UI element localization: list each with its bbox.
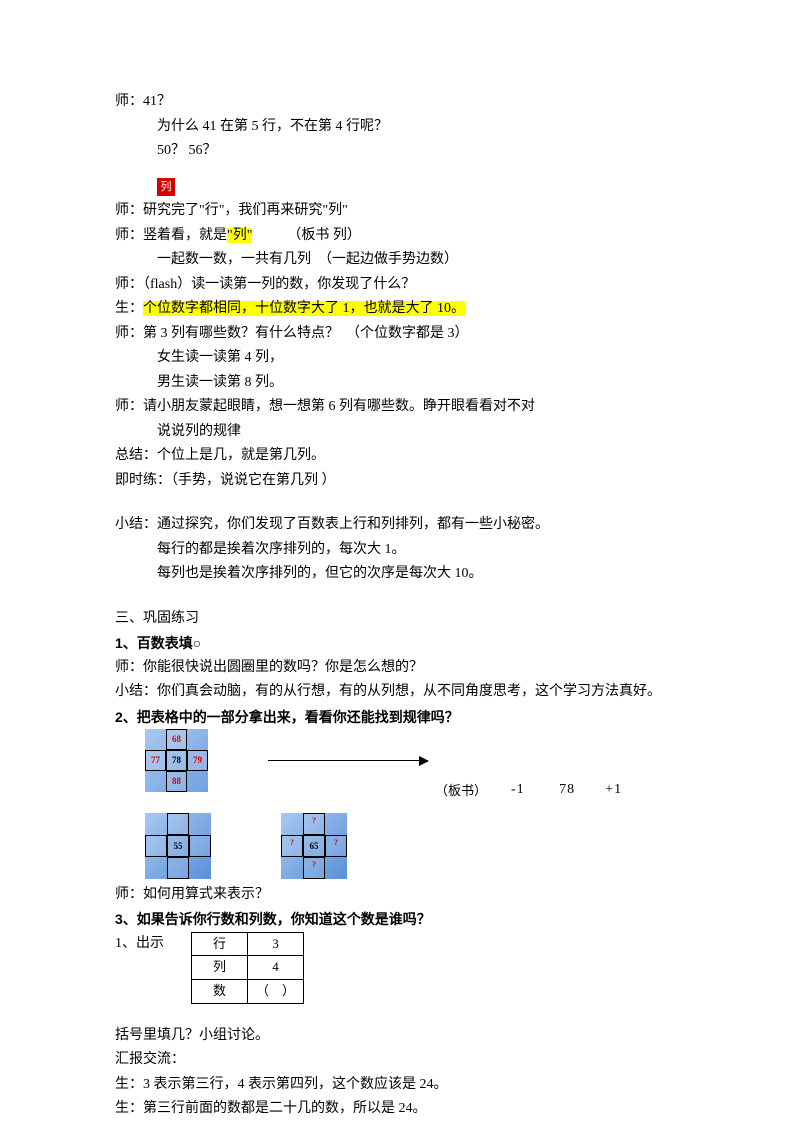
- text: （板书 列）: [252, 228, 361, 243]
- cell-center: 65: [303, 835, 325, 857]
- dialogue-line: 小结：你们真会动脑，有的从行想，有的从列想，从不同角度思考，这个学习方法真好。: [115, 680, 678, 705]
- text: 师：竖着看，就是: [115, 228, 227, 243]
- cell: 数: [192, 980, 248, 1004]
- cell-bottom: ?: [303, 857, 325, 879]
- cell-bottom: [167, 857, 189, 879]
- question-heading: 1、百数表填○: [115, 631, 678, 656]
- dialogue-line: 生：3 表示第三行，4 表示第四列，这个数应该是 24。: [115, 1073, 678, 1098]
- board-values: -1 78 +1: [511, 778, 622, 803]
- label: 1、出示: [115, 932, 187, 957]
- dialogue-line: 女生读一读第 4 列，: [115, 346, 678, 371]
- summary-line: 每列也是挨着次序排列的，但它的次序是每次大 10。: [115, 562, 678, 587]
- dialogue-line: 即时练：（手势，说说它在第几列 ）: [115, 469, 678, 494]
- dialogue-line: 一起数一数，一共有几列 （一起边做手势边数）: [115, 248, 678, 273]
- dialogue-line: 师：竖着看，就是"列" （板书 列）: [115, 224, 678, 249]
- section-heading: 三、巩固练习: [115, 607, 678, 632]
- dialogue-line: 50？ 56？: [115, 139, 678, 164]
- dialogue-line: 师：（flash）读一读第一列的数，你发现了什么？: [115, 273, 678, 298]
- table-row-wrap: 1、出示 行3 列4 数（ ）: [115, 932, 678, 1004]
- dialogue-line: 师：研究完了"行"，我们再来研究"列": [115, 199, 678, 224]
- dialogue-line: 为什么 41 在第 5 行，不在第 4 行呢？: [115, 115, 678, 140]
- highlight: 个位数字都相同，十位数字大了 1，也就是大了 10。: [143, 301, 465, 316]
- cell-right: ?: [325, 835, 347, 857]
- dialogue-line: 师：请小朋友蒙起眼睛，想一想第 6 列有哪些数。睁开眼看看对不对: [115, 395, 678, 420]
- row-col-table: 行3 列4 数（ ）: [191, 932, 304, 1004]
- arrow-icon: [268, 760, 428, 762]
- cell-center: 55: [167, 835, 189, 857]
- dialogue-line: 汇报交流：: [115, 1048, 678, 1073]
- cell: 列: [192, 956, 248, 980]
- cell: 3: [248, 932, 304, 956]
- question-heading: 3、如果告诉你行数和列数，你知道这个数是谁吗？: [115, 907, 678, 932]
- cross-figure-1: 68 77 78 79 88: [145, 729, 208, 792]
- cell-right: 79: [187, 750, 208, 771]
- cell-top: [167, 813, 189, 835]
- dialogue-line: 生：第三行前面的数都是二十几的数，所以是 24。: [115, 1097, 678, 1122]
- question-heading: 2、把表格中的一部分拿出来，看看你还能找到规律吗？: [115, 705, 678, 730]
- cell-right: [189, 835, 211, 857]
- dialogue-line: 师：你能很快说出圆圈里的数吗？你是怎么想的？: [115, 656, 678, 681]
- cell-left: [145, 835, 167, 857]
- summary-line: 每行的都是挨着次序排列的，每次大 1。: [115, 538, 678, 563]
- highlight: "列": [227, 228, 252, 243]
- cell-center: 78: [166, 750, 187, 771]
- text: 生：: [115, 301, 143, 316]
- cell: （ ）: [248, 980, 304, 1004]
- marker-box: 列: [157, 178, 175, 196]
- cell: 行: [192, 932, 248, 956]
- dialogue-line: 生：个位数字都相同，十位数字大了 1，也就是大了 10。: [115, 297, 678, 322]
- dialogue-line: 师：第 3 列有哪些数？有什么特点？ （个位数字都是 3）: [115, 322, 678, 347]
- dialogue-line: 男生读一读第 8 列。: [115, 371, 678, 396]
- figure-row-2: 55 ? ? 65 ? ?: [145, 813, 678, 879]
- dialogue-line: 总结：个位上是几，就是第几列。: [115, 444, 678, 469]
- cross-figure-2b: ? ? 65 ? ?: [281, 813, 347, 879]
- cross-figure-2a: 55: [145, 813, 211, 879]
- dialogue-line: 说说列的规律: [115, 420, 678, 445]
- dialogue-line: 括号里填几？小组讨论。: [115, 1024, 678, 1049]
- cell-left: ?: [281, 835, 303, 857]
- summary-line: 小结：通过探究，你们发现了百数表上行和列排列，都有一些小秘密。: [115, 513, 678, 538]
- dialogue-line: 师：如何用算式来表示？: [115, 883, 678, 908]
- board-label: （板书）: [435, 780, 487, 803]
- cell-top: ?: [303, 813, 325, 835]
- dialogue-line: 师：41？: [115, 90, 678, 115]
- cell-bottom: 88: [166, 771, 187, 792]
- cell-left: 77: [145, 750, 166, 771]
- cell-top: 68: [166, 729, 187, 750]
- cell: 4: [248, 956, 304, 980]
